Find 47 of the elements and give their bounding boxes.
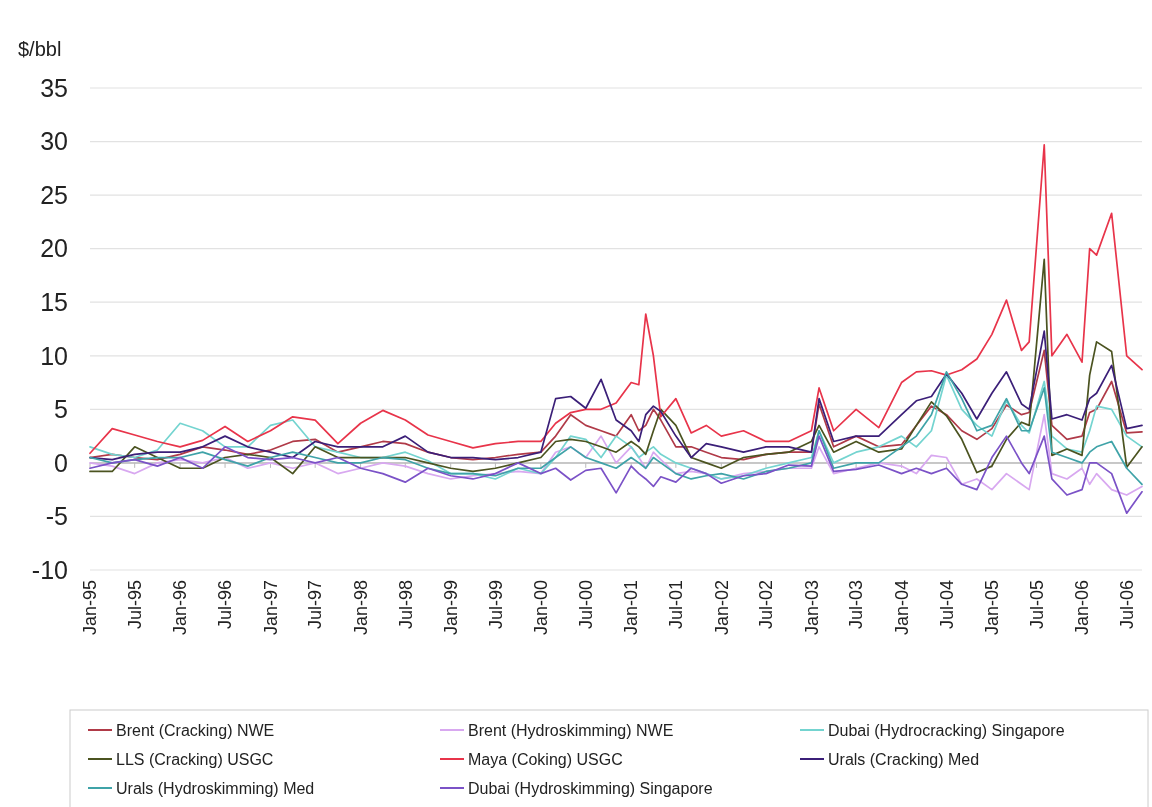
x-tick-label: Jan-01 [621,580,642,636]
y-tick-label: 20 [40,234,68,263]
x-tick-label: Jul-02 [756,580,777,630]
x-tick-label: Jul-97 [305,580,326,630]
y-tick-label: 30 [40,127,68,156]
y-axis-title: $/bbl [18,38,62,60]
x-tick-label: Jan-02 [711,580,732,636]
y-tick-label: 10 [40,341,68,370]
y-tick-label: 35 [40,73,68,102]
y-tick-label: -10 [31,555,68,584]
legend-label: Dubai (Hydrocracking) Singapore [828,721,1065,739]
x-tick-label: Jan-05 [982,580,1003,636]
x-tick-label: Jan-95 [80,580,101,636]
x-tick-label: Jul-96 [215,580,236,630]
y-tick-label: 25 [40,180,68,209]
legend-label: Dubai (Hydroskimming) Singapore [468,779,713,797]
legend-label: Brent (Cracking) NWE [116,721,275,739]
line-series [89,413,1143,496]
x-tick-label: Jul-99 [485,580,506,630]
x-tick-label: Jul-98 [395,580,416,630]
y-tick-label: 15 [40,287,68,316]
x-tick-label: Jan-96 [170,580,191,636]
x-tick-label: Jan-06 [1072,580,1093,636]
x-tick-label: Jul-01 [666,580,687,630]
legend-label: LLS (Cracking) USGC [116,750,274,768]
y-tick-label: 0 [54,448,68,477]
x-tick-label: Jan-00 [531,580,552,636]
y-tick-label: -5 [45,502,68,531]
x-tick-label: Jul-06 [1116,580,1137,630]
x-tick-label: Jan-98 [350,580,371,636]
x-tick-label: Jan-99 [441,580,462,636]
x-tick-label: Jul-95 [124,580,145,630]
legend-label: Brent (Hydroskimming) NWE [468,721,674,739]
x-tick-label: Jul-00 [576,580,597,630]
x-tick-label: Jul-03 [846,580,867,630]
x-tick-label: Jan-03 [801,580,822,636]
x-tick-label: Jul-05 [1026,580,1047,630]
line-series [89,435,1143,515]
y-tick-label: 5 [54,395,68,424]
legend-label: Urals (Cracking) Med [828,750,980,768]
legend-label: Urals (Hydroskimming) Med [116,779,315,797]
line-series [89,143,1143,455]
x-tick-label: Jan-04 [891,580,912,636]
legend-label: Maya (Coking) USGC [468,750,623,768]
x-tick-label: Jan-97 [260,580,281,636]
line-series [89,258,1143,475]
x-tick-label: Jul-04 [936,580,957,630]
